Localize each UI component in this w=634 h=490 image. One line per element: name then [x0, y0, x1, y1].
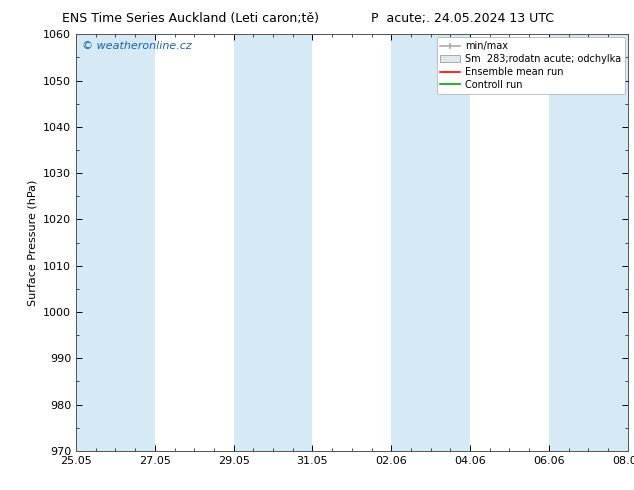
Y-axis label: Surface Pressure (hPa): Surface Pressure (hPa): [27, 179, 37, 306]
Text: P  acute;. 24.05.2024 13 UTC: P acute;. 24.05.2024 13 UTC: [372, 12, 554, 25]
Bar: [76, 34, 155, 451]
Bar: [391, 34, 470, 451]
Bar: [549, 34, 628, 451]
Text: ENS Time Series Auckland (Leti caron;tě): ENS Time Series Auckland (Leti caron;tě): [61, 12, 319, 25]
Bar: [234, 34, 313, 451]
Text: © weatheronline.cz: © weatheronline.cz: [82, 41, 191, 50]
Legend: min/max, Sm  283;rodatn acute; odchylka, Ensemble mean run, Controll run: min/max, Sm 283;rodatn acute; odchylka, …: [437, 37, 624, 94]
